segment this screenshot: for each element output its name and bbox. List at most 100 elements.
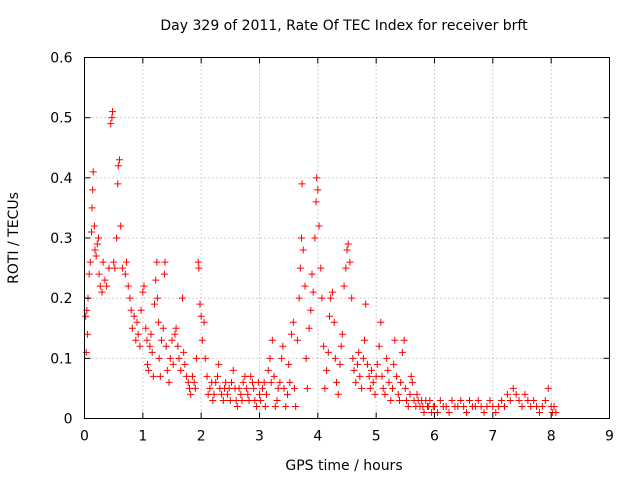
data-point [149,372,157,380]
data-point [356,372,364,380]
data-point [328,288,336,296]
data-point [223,390,231,398]
grid [84,57,610,419]
data-point [253,402,261,410]
data-point [315,222,323,230]
data-point [99,258,107,266]
data-point [209,396,217,404]
data-point [538,402,546,410]
data-point [118,264,126,272]
data-point [445,408,453,416]
data-point [142,324,150,332]
data-point [268,336,276,344]
data-point [254,378,262,386]
data-point [82,312,90,320]
data-points [82,108,560,416]
data-point [280,384,288,392]
data-point [177,366,185,374]
data-point [506,396,514,404]
data-point [158,336,165,344]
data-point [159,324,167,332]
data-point [250,384,258,392]
data-point [152,276,160,284]
data-point [127,306,135,314]
data-point [492,408,500,416]
data-point [110,258,118,266]
data-point [258,384,266,392]
data-point [474,396,482,404]
data-point [133,318,141,326]
data-point [181,360,189,368]
data-point [457,396,465,404]
data-point [143,336,151,344]
data-point [404,402,412,410]
x-tick-label: 2 [197,429,206,445]
data-point [541,396,549,404]
data-point [244,390,252,398]
data-point [219,396,227,404]
data-point [394,390,402,398]
data-point [383,354,391,362]
data-point [313,174,321,182]
data-point [407,372,415,380]
data-point [139,288,147,296]
data-point [233,402,241,410]
data-point [327,294,335,302]
data-point [190,378,198,386]
data-point [187,390,195,398]
data-point [307,306,315,314]
data-point [147,330,155,338]
data-point [530,396,538,404]
data-point [114,162,122,170]
data-point [85,270,93,278]
data-point [524,396,532,404]
data-point [389,384,396,392]
data-point [398,348,406,356]
data-point [128,324,136,332]
chart-title: Day 329 of 2011, Rate Of TEC Index for r… [160,18,528,34]
data-point [282,402,290,410]
data-point [201,354,209,362]
data-point [331,354,339,362]
data-point [155,318,163,326]
data-point [174,342,182,350]
data-point [501,402,508,410]
data-point [155,354,163,362]
data-point [401,384,409,392]
data-point [365,372,373,380]
data-point [379,384,387,392]
data-point [270,372,278,380]
data-point [338,330,346,338]
data-point [108,114,116,122]
data-point [396,396,403,404]
data-point [239,378,247,386]
data-point [552,408,560,416]
data-point [98,288,106,296]
data-point [460,402,468,410]
data-point [384,366,392,374]
data-point [358,384,366,392]
data-point [498,396,506,404]
data-point [436,396,444,404]
data-point [238,396,246,404]
data-point [132,336,140,344]
data-point [390,360,398,368]
data-point [448,396,456,404]
data-point [466,396,473,404]
data-point [235,384,243,392]
data-point [198,336,206,344]
data-point [82,348,90,356]
data-point [344,240,352,248]
data-point [298,180,306,188]
data-point [387,396,395,404]
data-point [215,360,223,368]
x-axis: 0 1 2 3 4 5 6 7 8 9 [80,57,614,445]
data-point [257,396,265,404]
data-point [333,378,340,386]
data-point [126,294,134,302]
data-point [109,108,116,116]
data-point [166,354,174,362]
data-point [200,318,208,326]
data-point [420,408,428,416]
data-point [195,264,203,272]
